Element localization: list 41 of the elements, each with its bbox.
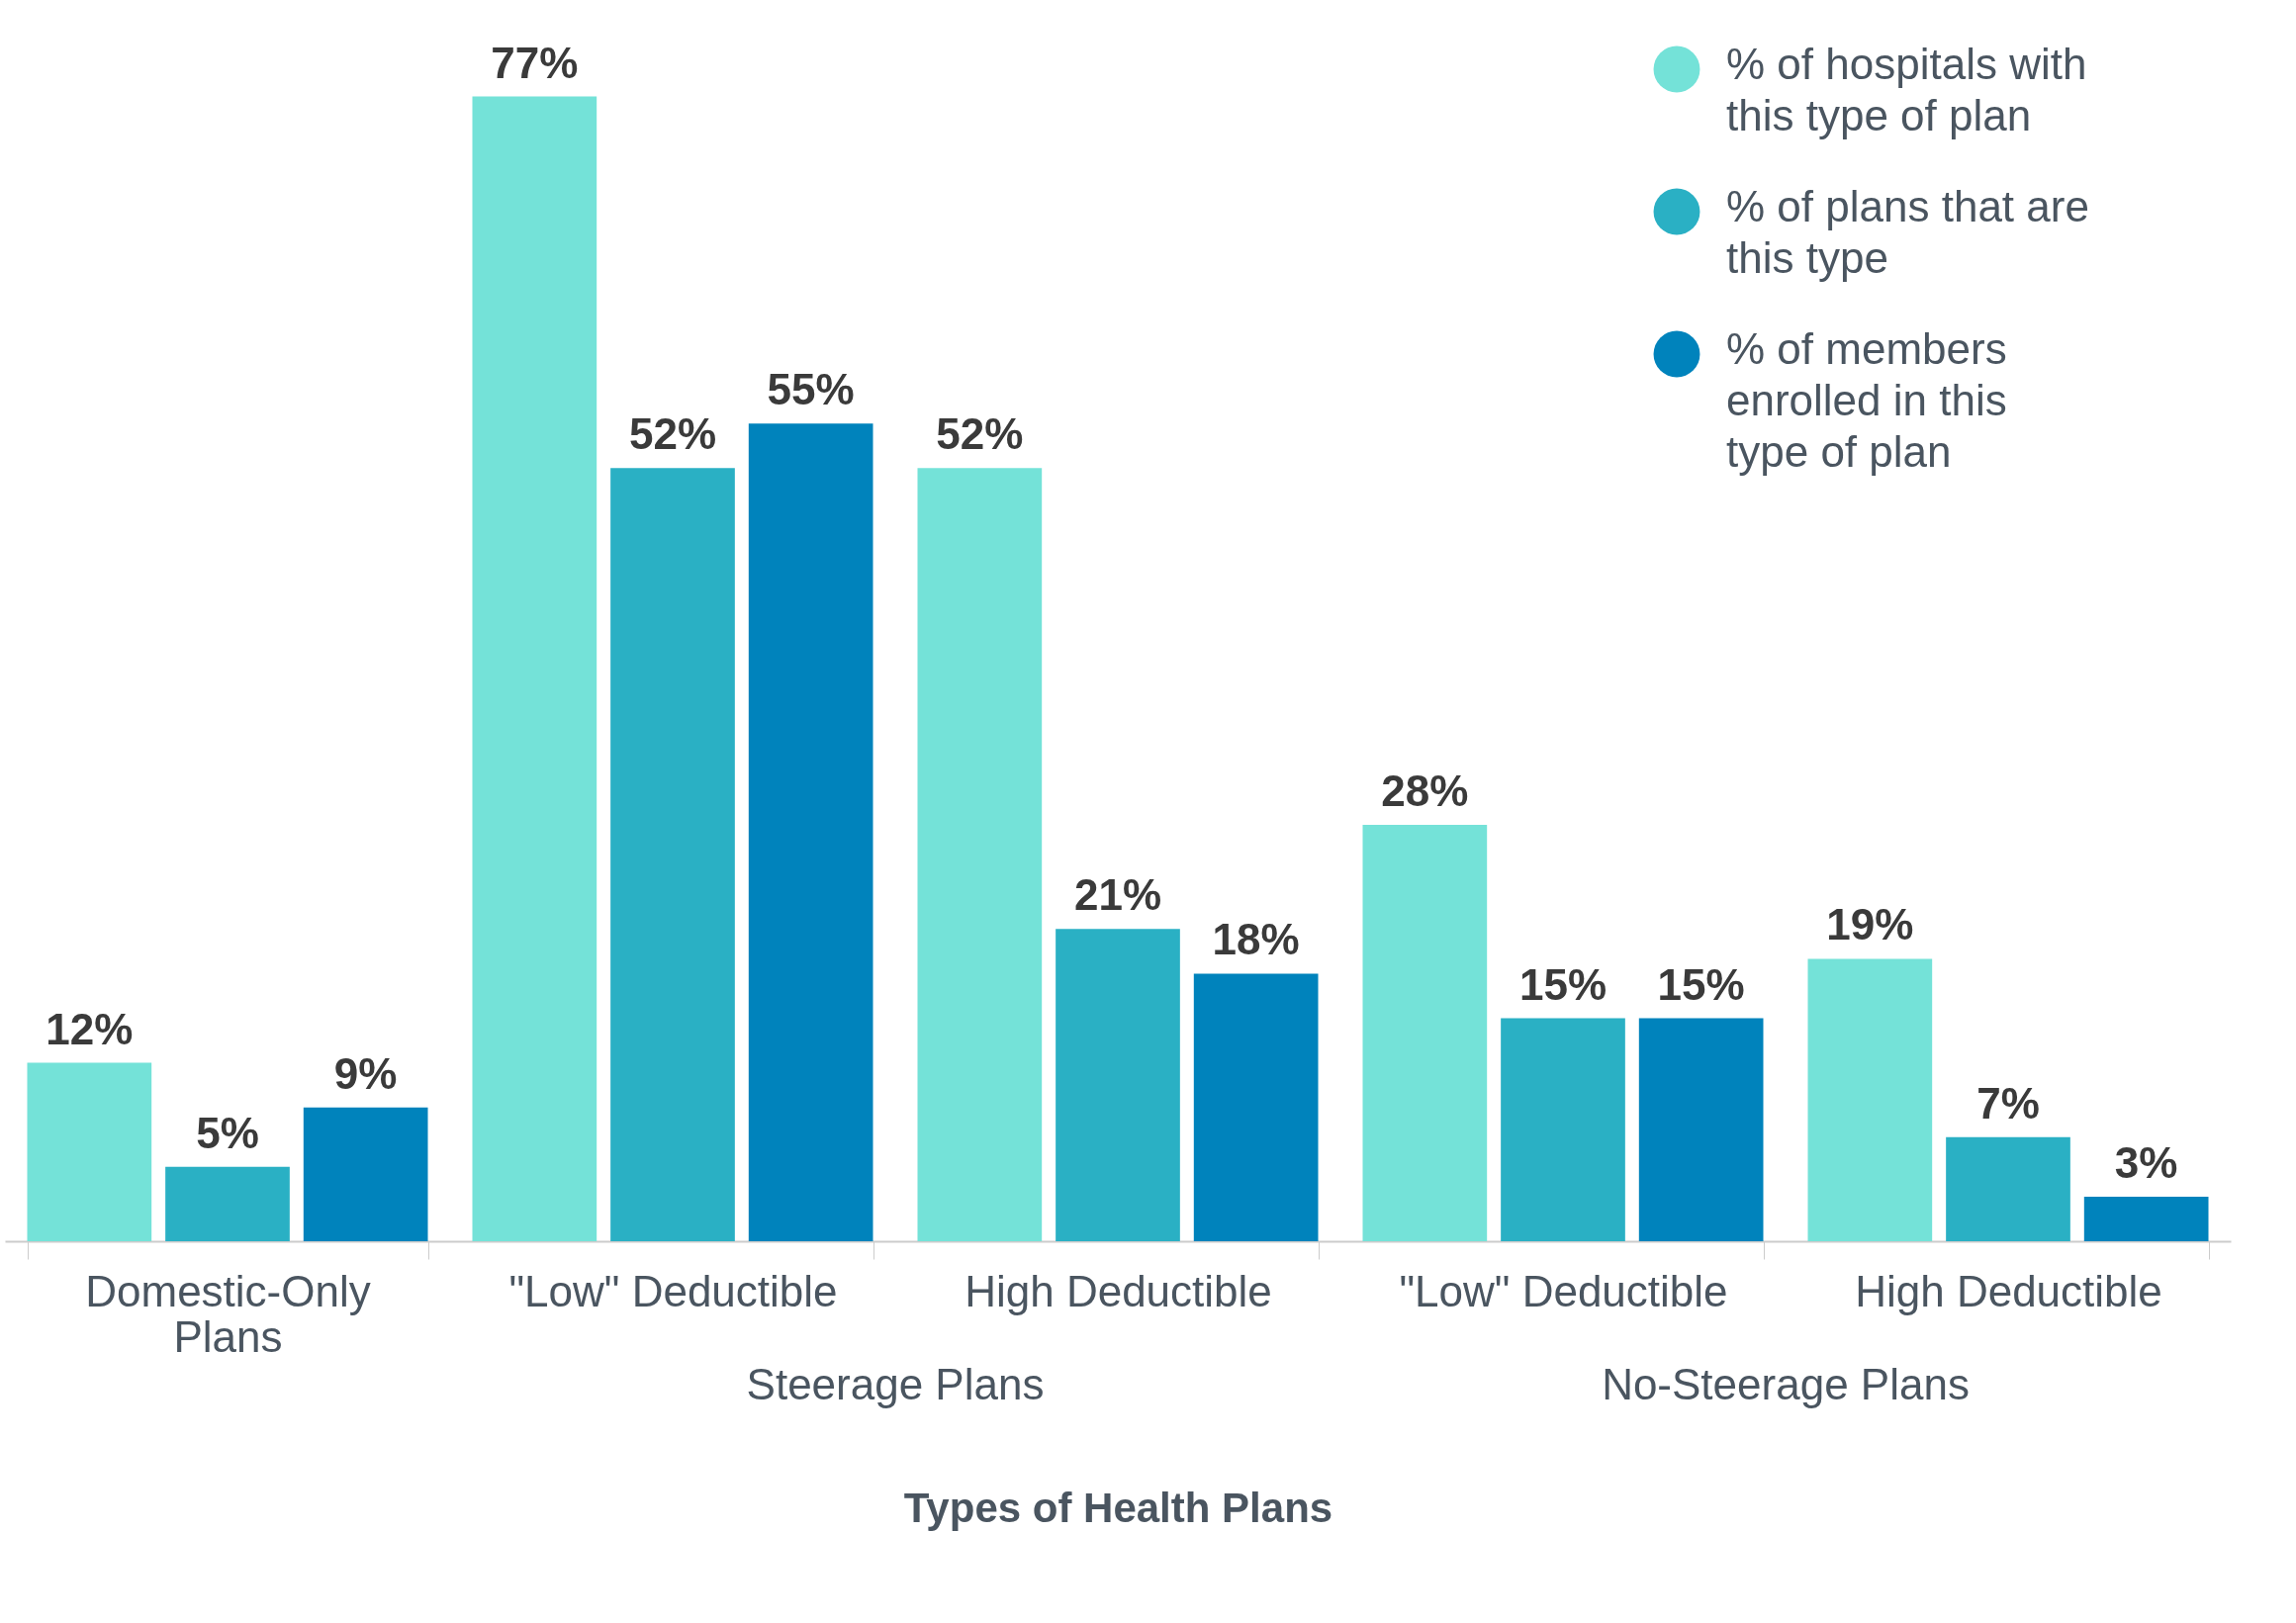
data-label: 77% <box>491 38 579 87</box>
legend-label: % of plans that are this type <box>1726 182 2089 282</box>
bar <box>1056 929 1180 1241</box>
data-label: 21% <box>1073 870 1162 920</box>
bar <box>1638 1018 1764 1241</box>
data-label: 19% <box>1826 900 1914 949</box>
bar <box>2083 1196 2209 1241</box>
bar <box>1807 958 1933 1241</box>
data-label: 55% <box>767 365 855 414</box>
data-label: 3% <box>2114 1137 2178 1187</box>
data-label: 9% <box>333 1048 398 1098</box>
data-label: 52% <box>936 409 1024 459</box>
data-label: 7% <box>1976 1078 2040 1127</box>
bar <box>1946 1136 2070 1241</box>
x-axis-title: Types of Health Plans <box>903 1484 1333 1531</box>
bar <box>472 96 597 1241</box>
data-label: 12% <box>46 1004 134 1053</box>
data-label: 15% <box>1657 959 1745 1009</box>
bar <box>165 1166 290 1241</box>
data-label: 18% <box>1212 915 1300 964</box>
text: Steerage Plans <box>746 1360 1045 1408</box>
bar <box>303 1107 428 1241</box>
x-tick-label: Domestic-Only Plans <box>85 1266 371 1361</box>
x-tick-label: High Deductible <box>964 1266 1272 1315</box>
data-label: 28% <box>1381 766 1469 816</box>
x-tick-label: High Deductible <box>1855 1266 2162 1315</box>
bar <box>917 468 1043 1241</box>
data-label: 15% <box>1518 959 1607 1009</box>
data-label: 52% <box>628 409 717 459</box>
bar <box>1362 825 1488 1241</box>
legend-label: % of members enrolled in this type of plan <box>1726 324 2007 476</box>
legend-label: % of hospitals with this type of plan <box>1726 40 2087 139</box>
bar <box>748 423 873 1241</box>
x-tick-label: "Low" Deductible <box>508 1266 838 1315</box>
bar <box>27 1062 152 1241</box>
data-label: 5% <box>196 1108 259 1157</box>
bar <box>1193 973 1319 1241</box>
bar <box>1501 1018 1625 1241</box>
text: No-Steerage Plans <box>1602 1360 1970 1408</box>
bar <box>610 468 735 1241</box>
x-tick-label: "Low" Deductible <box>1399 1266 1728 1315</box>
